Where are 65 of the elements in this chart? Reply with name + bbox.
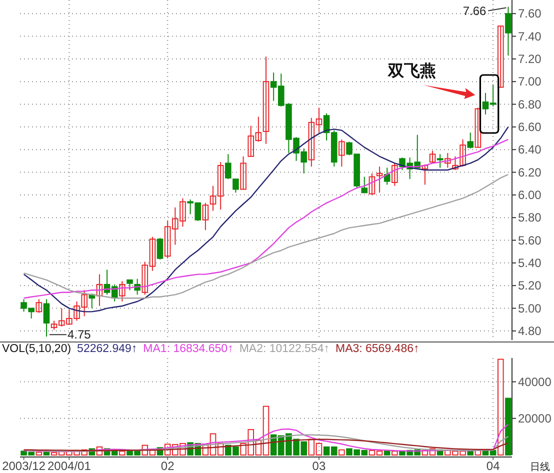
- text: 日线: [530, 461, 550, 473]
- x-tick-label: 2004/01: [48, 459, 92, 473]
- candlestick: [96, 274, 103, 306]
- text: MA2: 10122.554↑: [239, 343, 330, 355]
- candlestick: [43, 298, 50, 338]
- annotation: 双飞燕: [387, 62, 436, 80]
- candlestick: [119, 280, 126, 302]
- candlestick: [444, 152, 451, 168]
- line-series: [23, 438, 509, 452]
- bar: [497, 358, 504, 456]
- candlestick: [436, 154, 444, 168]
- x-tick-label: 04: [486, 459, 500, 473]
- candlestick: [422, 164, 428, 186]
- y-tick-label: 7.40: [518, 29, 542, 44]
- y-tick-label: 7.20: [518, 52, 542, 66]
- y-tick-label: 5.80: [518, 210, 542, 225]
- y-tick-label: 7.00: [518, 74, 542, 89]
- candlestick: [376, 166, 383, 194]
- candlestick: [156, 238, 164, 260]
- bar: [384, 450, 390, 456]
- text: MA3: 6569.486↑: [335, 343, 420, 355]
- y-tick-label: 4.80: [518, 324, 542, 338]
- candlestick: [262, 56, 270, 144]
- x-tick-label: 03: [312, 459, 326, 473]
- text: 52262.949↑: [77, 343, 138, 355]
- bar: [505, 398, 512, 456]
- chart-title: VOL(5,10,20): [2, 343, 72, 355]
- candlestick: [497, 26, 504, 88]
- y-tick-label: 6.80: [518, 97, 542, 112]
- y-tick-label: 20000: [518, 411, 552, 426]
- y-tick-label: 6.20: [518, 165, 542, 180]
- candlestick: [467, 132, 474, 149]
- candlestick: [429, 150, 436, 164]
- bar: [36, 452, 42, 456]
- candlestick: [36, 298, 42, 314]
- y-tick-label: 40000: [518, 374, 552, 389]
- y-tick-label: 5.60: [518, 233, 542, 248]
- y-tick-label: 6.40: [518, 142, 542, 157]
- x-tick-label: 2003/12: [2, 459, 46, 473]
- y-tick-label: 5.40: [518, 256, 542, 270]
- bar: [119, 450, 126, 456]
- candlestick: [384, 167, 390, 186]
- bar: [43, 452, 50, 456]
- annotation: 4.75: [67, 328, 92, 342]
- candlestick: [368, 172, 376, 196]
- candlestick: [240, 156, 246, 190]
- y-tick-label: 6.00: [518, 188, 542, 202]
- y-tick-label: 6.60: [518, 120, 542, 134]
- y-tick-label: 7.60: [518, 6, 542, 21]
- annotation: 7.66: [462, 4, 487, 18]
- bar: [392, 450, 398, 456]
- candlestick: [392, 162, 398, 186]
- y-tick-label: 5.20: [518, 278, 542, 293]
- bar: [96, 446, 103, 456]
- candlestick: [232, 178, 239, 194]
- bar: [474, 449, 482, 456]
- candlestick: [338, 138, 345, 168]
- y-tick-label: 5.00: [518, 301, 542, 316]
- x-tick-label: 02: [160, 459, 175, 473]
- text: MA1: 16834.650↑: [143, 343, 234, 355]
- candlestick: [361, 176, 368, 194]
- candlestick: [126, 279, 133, 291]
- candlestick: [202, 202, 209, 231]
- bar: [338, 449, 345, 456]
- candlestick: [225, 154, 232, 180]
